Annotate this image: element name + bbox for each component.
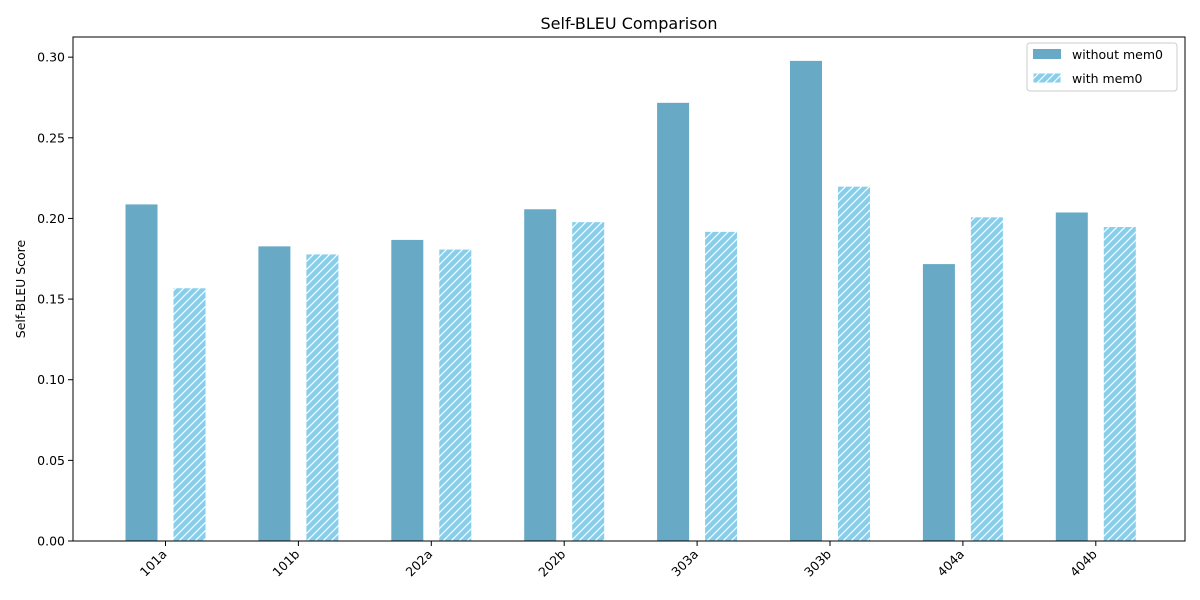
x-tick-label: 101a (137, 547, 170, 580)
y-tick-label: 0.15 (37, 292, 65, 307)
legend-label-without-mem0: without mem0 (1072, 47, 1163, 62)
y-tick-label: 0.30 (37, 50, 65, 65)
bar-without-mem0-202b (523, 208, 558, 542)
x-tick-label: 202b (535, 546, 568, 579)
plot-frame (72, 36, 1186, 542)
chart-title: Self-BLEU Comparison (541, 14, 718, 33)
bar-with-mem0-404b (1102, 226, 1137, 542)
bar-with-mem0-202b (571, 221, 606, 542)
bar-group (124, 59, 1137, 542)
legend-swatch-with-mem0 (1032, 72, 1062, 84)
x-tick-label: 101b (269, 546, 302, 579)
bar-with-mem0-202a (438, 248, 473, 542)
y-tick-label: 0.25 (37, 130, 65, 145)
legend-label-with-mem0: with mem0 (1072, 71, 1143, 86)
y-axis-label: Self-BLEU Score (13, 239, 28, 338)
x-axis-ticks: 101a 101b 202a 202b 303a 303b 404a 404b (137, 541, 1100, 580)
y-tick-label: 0.00 (37, 534, 65, 549)
legend-swatch-without-mem0 (1033, 49, 1061, 59)
x-tick-label: 404a (934, 547, 967, 580)
bar-without-mem0-101b (257, 245, 292, 542)
bar-without-mem0-202a (390, 238, 425, 542)
bar-with-mem0-404a (969, 216, 1004, 542)
legend: without mem0 with mem0 (1026, 42, 1178, 92)
bar-with-mem0-101a (172, 287, 207, 542)
x-tick-label: 303a (668, 547, 701, 580)
bar-without-mem0-404a (921, 263, 956, 542)
bar-without-mem0-303b (789, 59, 823, 542)
y-tick-label: 0.20 (37, 211, 65, 226)
bar-without-mem0-101a (124, 203, 159, 542)
y-tick-label: 0.05 (37, 453, 65, 468)
bar-with-mem0-101b (305, 253, 340, 542)
x-tick-label: 404b (1067, 546, 1100, 579)
bar-without-mem0-303a (656, 101, 691, 542)
y-axis-ticks: 0.00 0.05 0.10 0.15 0.20 0.25 0.30 (37, 50, 73, 549)
legend-box (1026, 42, 1178, 92)
y-tick-label: 0.10 (37, 372, 65, 387)
bar-with-mem0-303b (837, 185, 871, 542)
x-tick-label: 303b (801, 546, 834, 579)
x-tick-label: 202a (403, 547, 436, 580)
bar-with-mem0-303a (704, 230, 739, 542)
bar-without-mem0-404b (1054, 211, 1089, 542)
